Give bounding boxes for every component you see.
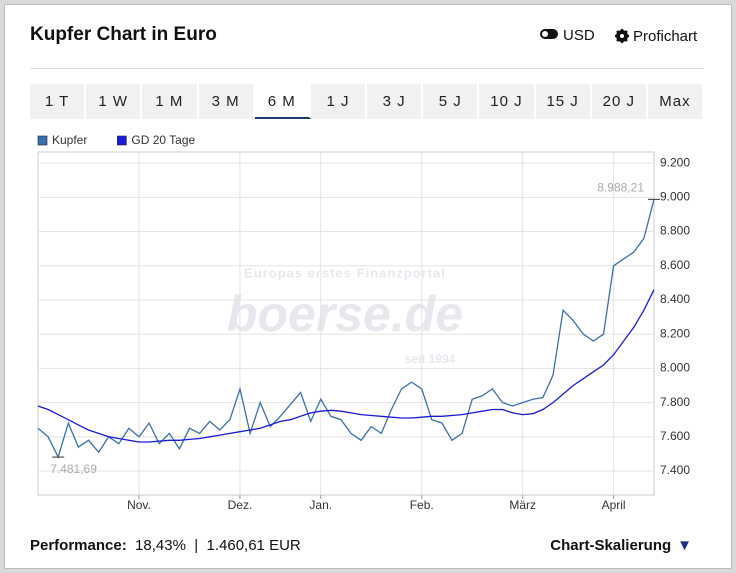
tab[interactable]: 1 W	[86, 84, 143, 119]
tab[interactable]: 1 T	[30, 84, 87, 119]
tab[interactable]: 3 J	[367, 84, 424, 119]
performance-label: Performance:	[30, 537, 127, 554]
performance-pct: 18,43%	[135, 537, 186, 554]
value-label: 7.481,69	[50, 462, 97, 476]
y-tick-label: 8.400	[660, 292, 690, 306]
y-tick-label: 8.000	[660, 361, 690, 375]
x-tick-label: März	[509, 498, 536, 512]
separator: |	[194, 537, 199, 554]
tab[interactable]: 3 M	[199, 84, 255, 119]
tab[interactable]: 15 J	[536, 84, 592, 119]
watermark: Europas erstes Finanzportal boerse.de se…	[227, 265, 463, 366]
x-tick-label: April	[602, 498, 626, 512]
y-tick-label: 7.600	[660, 429, 690, 443]
tab[interactable]: Max	[648, 84, 705, 119]
y-tick-label: 9.000	[660, 190, 690, 204]
profichart-link[interactable]: Profichart	[615, 28, 697, 45]
tab[interactable]: 1 M	[142, 84, 199, 119]
x-tick-label: Dez.	[228, 498, 253, 512]
tab[interactable]: 20 J	[592, 84, 648, 119]
tab[interactable]: 10 J	[479, 84, 536, 119]
currency-label: USD	[563, 27, 595, 44]
legend-label: Kupfer	[52, 133, 87, 147]
y-tick-label: 9.200	[660, 155, 690, 169]
watermark-tagline: Europas erstes Finanzportal	[244, 265, 446, 280]
legend-swatch	[37, 135, 48, 146]
chart-title: Kupfer Chart in Euro	[30, 24, 217, 45]
y-tick-label: 7.400	[660, 463, 690, 477]
tab[interactable]: 5 J	[423, 84, 480, 119]
x-tick-label: Nov.	[127, 498, 151, 512]
y-tick-label: 8.800	[660, 224, 690, 238]
x-tick-label: Feb.	[410, 498, 434, 512]
tab[interactable]: 6 M	[254, 84, 311, 119]
watermark-brand: boerse.de	[227, 286, 463, 342]
scaling-label: Chart-Skalierung	[550, 537, 672, 554]
profichart-label: Profichart	[633, 28, 698, 45]
chart: Europas erstes Finanzportal boerse.de se…	[37, 133, 690, 512]
currency-toggle[interactable]: USD	[540, 27, 595, 44]
legend-swatch	[117, 135, 127, 146]
value-label: 8.988,21	[597, 181, 644, 195]
scaling-toggle[interactable]: Chart-Skalierung ▼	[550, 537, 692, 554]
legend-label: GD 20 Tage	[131, 133, 195, 147]
series-line	[37, 289, 655, 443]
watermark-since: seit 1994	[405, 352, 456, 366]
plot-area	[37, 151, 655, 496]
series-line	[37, 199, 655, 459]
x-tick-label: Jan.	[309, 498, 332, 512]
performance-abs: 1.460,61 EUR	[206, 537, 301, 554]
footer: Performance: 18,43% | 1.460,61 EUR Chart…	[30, 537, 692, 554]
y-tick-label: 8.200	[660, 326, 690, 340]
divider	[30, 68, 704, 69]
tab[interactable]: 1 J	[311, 84, 368, 119]
y-tick-label: 7.800	[660, 395, 690, 409]
y-tick-label: 8.600	[660, 258, 690, 272]
